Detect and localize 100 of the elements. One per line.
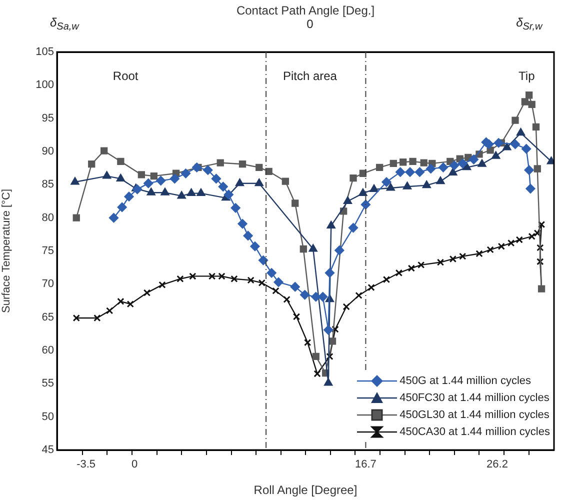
point (524, 165, 534, 175)
legend-label: 450G at 1.44 million cycles (400, 374, 532, 386)
y-tick-label: 65 (42, 311, 54, 324)
point (376, 164, 384, 171)
point (328, 338, 336, 345)
point (382, 276, 390, 284)
point (405, 167, 415, 177)
point (409, 158, 416, 166)
point (88, 160, 96, 168)
point (300, 245, 307, 253)
point (344, 196, 352, 204)
point (526, 184, 536, 194)
point (258, 279, 266, 286)
point (116, 174, 125, 182)
point (536, 244, 544, 252)
point (70, 177, 80, 185)
text: δ$_{Sr,w}$ (516, 15, 542, 33)
y-tick-label: 105 (36, 46, 54, 58)
point (332, 326, 339, 333)
point (408, 264, 415, 272)
point (126, 300, 134, 308)
point (236, 178, 244, 186)
point (311, 292, 321, 302)
point (224, 190, 234, 200)
point (324, 268, 334, 278)
point (218, 182, 228, 192)
y-tick-label: 60 (42, 344, 54, 357)
point (326, 221, 336, 229)
point (522, 144, 532, 154)
x-tick-label: 26.2 (486, 458, 508, 471)
point (449, 255, 457, 263)
point (265, 168, 272, 175)
point (516, 128, 525, 136)
point (459, 252, 466, 260)
point (448, 168, 458, 176)
point (146, 188, 156, 196)
x-tick-label: -3.5 (76, 458, 96, 471)
point (390, 160, 397, 168)
annotation: Pitch area (282, 68, 337, 83)
y-tick-label: 90 (42, 146, 54, 158)
point (348, 223, 358, 233)
point (318, 292, 328, 302)
point (117, 158, 124, 166)
annotation: Tip (518, 68, 535, 83)
point (438, 162, 448, 172)
point (203, 165, 213, 175)
point (256, 164, 263, 171)
point (72, 214, 80, 222)
y-tick-label: 85 (42, 178, 54, 191)
point (292, 200, 299, 207)
y-tick-label: 55 (42, 378, 54, 390)
point (538, 220, 546, 228)
point (478, 159, 486, 167)
point (422, 180, 431, 188)
point (498, 242, 505, 250)
x-tick-label: 0 (131, 458, 138, 471)
point (314, 370, 321, 378)
y-tick-label: 95 (42, 112, 54, 124)
point (508, 239, 515, 247)
point (211, 174, 221, 184)
point (272, 287, 280, 294)
point (312, 352, 320, 360)
annotation: Root (112, 68, 138, 83)
point (177, 191, 186, 199)
point (414, 167, 424, 177)
point (132, 184, 142, 194)
point (355, 292, 362, 300)
point (308, 244, 318, 252)
x-tick-label: 16.7 (355, 458, 376, 471)
legend-label: 450CA30 at 1.44 million cycles (400, 426, 550, 438)
point (192, 162, 202, 172)
point (368, 284, 375, 292)
point (526, 92, 533, 99)
point (300, 290, 310, 300)
legend-label: 450GL30 at 1.44 million cycles (400, 408, 550, 420)
point (382, 177, 392, 187)
point (450, 160, 460, 170)
point (230, 275, 238, 282)
point (138, 171, 146, 178)
y-tick-label: 45 (42, 444, 54, 456)
point (528, 232, 536, 240)
point (436, 258, 444, 266)
point (170, 174, 180, 184)
point (143, 289, 151, 296)
text: δ$_{Sa,w}$ (50, 15, 79, 33)
point (436, 176, 445, 184)
point (360, 200, 370, 210)
point (238, 219, 248, 229)
point (420, 159, 428, 166)
y-tick-label: 75 (42, 245, 54, 258)
point (117, 202, 127, 212)
point (216, 159, 224, 166)
point (230, 203, 240, 213)
point (100, 147, 108, 154)
point (124, 192, 134, 202)
x2-axis-title: Contact Path Angle [Deg.] (236, 4, 375, 18)
point (458, 158, 468, 168)
text: 0 (306, 17, 314, 32)
point (492, 151, 500, 159)
point (510, 139, 520, 149)
